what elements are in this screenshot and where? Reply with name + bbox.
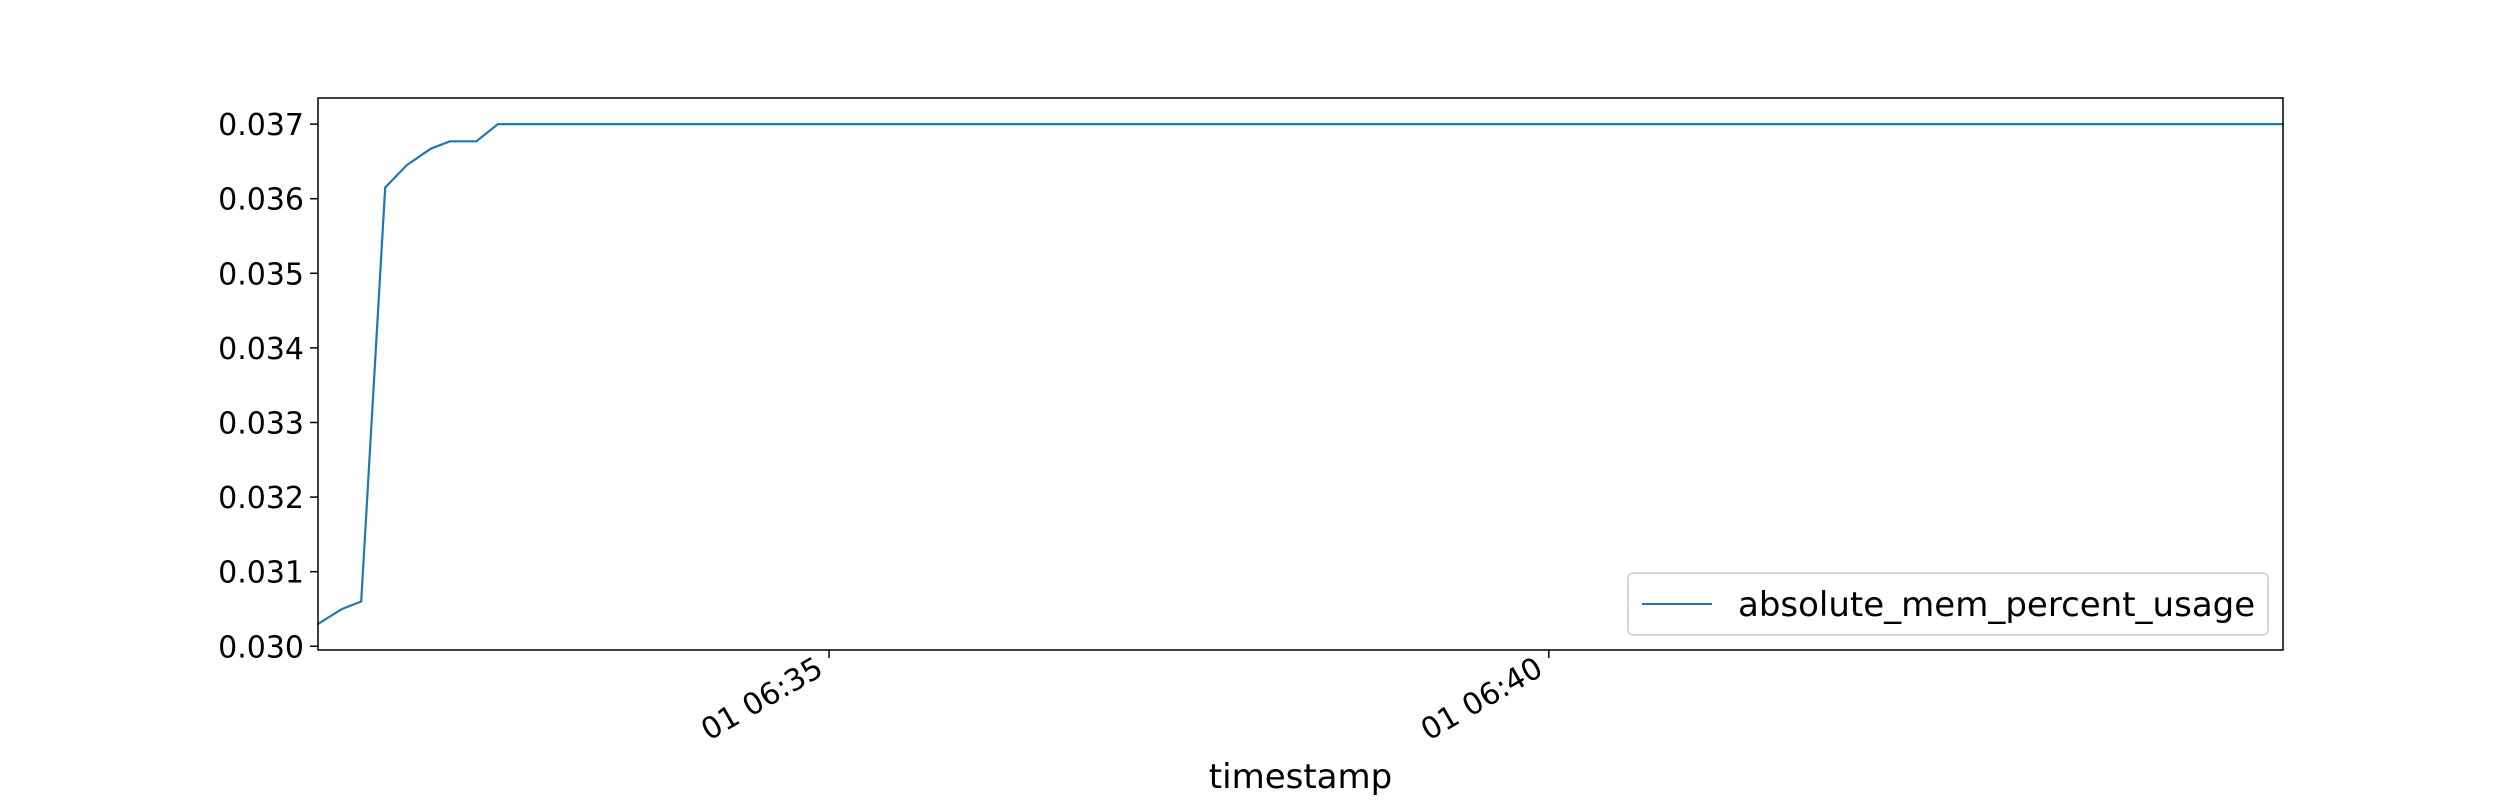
y-tick-label: 0.032 — [218, 481, 304, 516]
legend-box — [1627, 572, 2269, 636]
y-tick-label: 0.037 — [218, 108, 304, 143]
series-line — [316, 122, 2285, 626]
plot-area — [316, 122, 2285, 626]
y-tick-label: 0.036 — [218, 183, 304, 218]
series-layer — [316, 122, 2285, 626]
y-tick-label: 0.035 — [218, 257, 304, 292]
legend[interactable]: absolute_mem_percent_usage — [1627, 572, 2269, 636]
legend-label: absolute_mem_percent_usage — [1738, 585, 2255, 625]
y-axis: 0.030 0.031 0.032 0.033 0.034 0.035 0.036 0.037 — [218, 108, 318, 665]
y-tick-label: 0.031 — [218, 556, 304, 591]
plot-frame — [317, 97, 2284, 651]
y-tick-label: 0.030 — [218, 630, 304, 665]
x-axis-label: timestamp — [1209, 757, 1392, 797]
y-tick-label: 0.033 — [218, 406, 304, 441]
y-tick-label: 0.034 — [218, 332, 304, 367]
